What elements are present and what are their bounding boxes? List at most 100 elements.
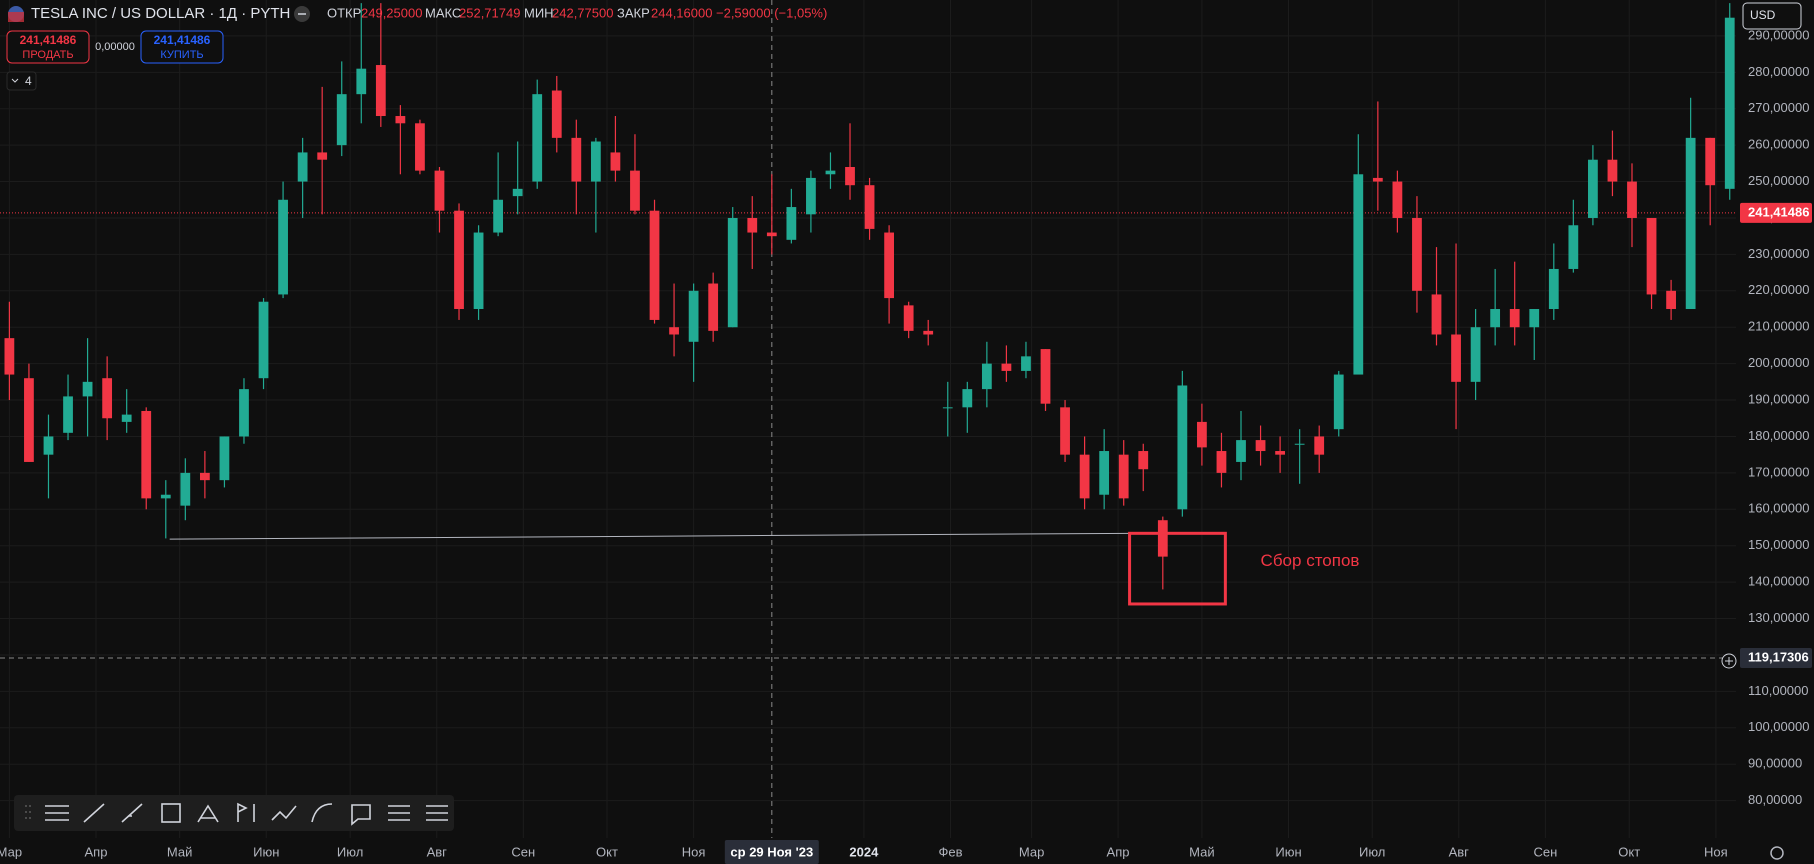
tool-rect[interactable] — [161, 803, 181, 823]
tool-path[interactable] — [271, 805, 297, 821]
candle-body — [1431, 294, 1442, 335]
y-tick-label: 200,00000 — [1748, 355, 1809, 370]
candle-body — [1255, 440, 1266, 452]
tool-fib[interactable] — [388, 805, 410, 821]
last-price-label: 241,41486 — [1748, 204, 1809, 219]
x-tick-label: Сен — [1533, 844, 1557, 859]
last-price-tag — [1740, 202, 1812, 223]
candle-body — [981, 363, 992, 390]
candle-body — [1275, 451, 1285, 455]
tool-measure[interactable] — [426, 805, 448, 821]
tool-brush[interactable] — [197, 804, 219, 823]
indicators-count: 4 — [25, 74, 32, 88]
candle-body — [1451, 334, 1461, 382]
x-tick-label: Апр — [1107, 844, 1130, 859]
candle-body — [1079, 454, 1090, 499]
x-tick-label: Авг — [1449, 844, 1470, 859]
candle-body — [708, 283, 719, 331]
y-tick-label: 190,00000 — [1748, 391, 1809, 406]
candle-body — [82, 381, 93, 397]
indicators-toggle[interactable] — [6, 71, 37, 91]
tool-curve[interactable] — [311, 803, 333, 823]
candle-body — [1177, 385, 1188, 510]
x-tick-label: Июн — [253, 844, 279, 859]
ohlc-label: МАКС — [425, 5, 461, 20]
candle-body — [923, 330, 934, 335]
buy-price: 241,41486 — [154, 33, 211, 47]
trend-line — [169, 532, 1130, 540]
candle-body — [806, 177, 816, 215]
candle-body — [180, 472, 191, 506]
candle-body — [43, 436, 54, 455]
x-tick-label: Окт — [1618, 844, 1640, 859]
y-tick-label: 110,00000 — [1748, 683, 1809, 698]
x-tick-label: Апр — [85, 844, 108, 859]
candle-body — [610, 152, 621, 171]
candle-body — [473, 232, 484, 310]
candle-body — [630, 170, 640, 211]
candle-body — [1353, 174, 1364, 375]
candle-body — [1314, 436, 1325, 455]
candle-body — [239, 389, 249, 437]
currency-button[interactable] — [1742, 2, 1802, 30]
flag-stripes — [8, 12, 24, 22]
tool-ray[interactable] — [121, 803, 143, 823]
candle-body — [1118, 454, 1129, 499]
symbol-title[interactable]: TESLA INC / US DOLLAR · 1Д · PYTH — [31, 5, 290, 22]
settings-button[interactable] — [1770, 846, 1784, 860]
ohlc-label: ЗАКР — [617, 5, 650, 20]
candle-body — [1372, 177, 1383, 182]
candle-body — [297, 152, 308, 182]
candle-body — [395, 116, 406, 124]
sell-price: 241,41486 — [20, 33, 77, 47]
candle-body — [727, 217, 738, 328]
x-tick-label: Мар — [0, 844, 22, 859]
candle-body — [786, 207, 797, 240]
candle-body — [1470, 327, 1481, 382]
candle-body — [336, 94, 347, 146]
candle-body — [649, 210, 660, 320]
candle-body — [747, 217, 758, 233]
tool-note[interactable] — [351, 804, 371, 826]
candle-body — [688, 290, 699, 342]
candle-body — [766, 232, 777, 237]
candle-body — [141, 410, 152, 499]
candle-body — [864, 185, 875, 229]
y-tick-label: 250,00000 — [1748, 173, 1809, 188]
tool-flag[interactable] — [237, 802, 255, 822]
candle-body — [884, 232, 895, 299]
candle-body — [199, 472, 210, 481]
tool-lines[interactable] — [45, 805, 69, 821]
drag-handle[interactable] — [25, 805, 31, 819]
x-tick-label: Ноя — [682, 844, 706, 859]
candle-body — [1157, 520, 1168, 557]
candle-body — [415, 123, 425, 171]
chevron-icon — [11, 78, 19, 83]
spread: 0,00000 — [95, 41, 135, 53]
candle-body — [121, 414, 132, 422]
candle-body — [845, 166, 855, 186]
y-tick-label: 80,00000 — [1748, 792, 1802, 807]
y-tick-label: 90,00000 — [1748, 756, 1802, 771]
candle-body — [1412, 217, 1422, 291]
ohlc-value: 249,25000 — [361, 5, 422, 20]
ohlc-label: МИН — [524, 5, 554, 20]
buy-button[interactable] — [140, 30, 224, 64]
candle-body — [1294, 443, 1305, 445]
change-value: −2,59000 (−1,05%) — [716, 5, 827, 20]
candle-body — [1021, 356, 1031, 371]
candle-body — [571, 137, 582, 182]
y-tick-label: 150,00000 — [1748, 537, 1809, 552]
candle-body — [1724, 17, 1735, 189]
tool-trend[interactable] — [83, 803, 105, 823]
y-tick-label: 280,00000 — [1748, 64, 1809, 79]
x-tick-label: Окт — [596, 844, 618, 859]
candle-body — [669, 327, 679, 335]
candle-body — [1236, 440, 1246, 462]
x-tick-label: Сен — [511, 844, 535, 859]
candle-body — [1666, 290, 1676, 310]
sell-button[interactable] — [6, 30, 90, 64]
drawing-toolbar — [14, 795, 454, 831]
x-tick-label: Май — [1189, 844, 1214, 859]
